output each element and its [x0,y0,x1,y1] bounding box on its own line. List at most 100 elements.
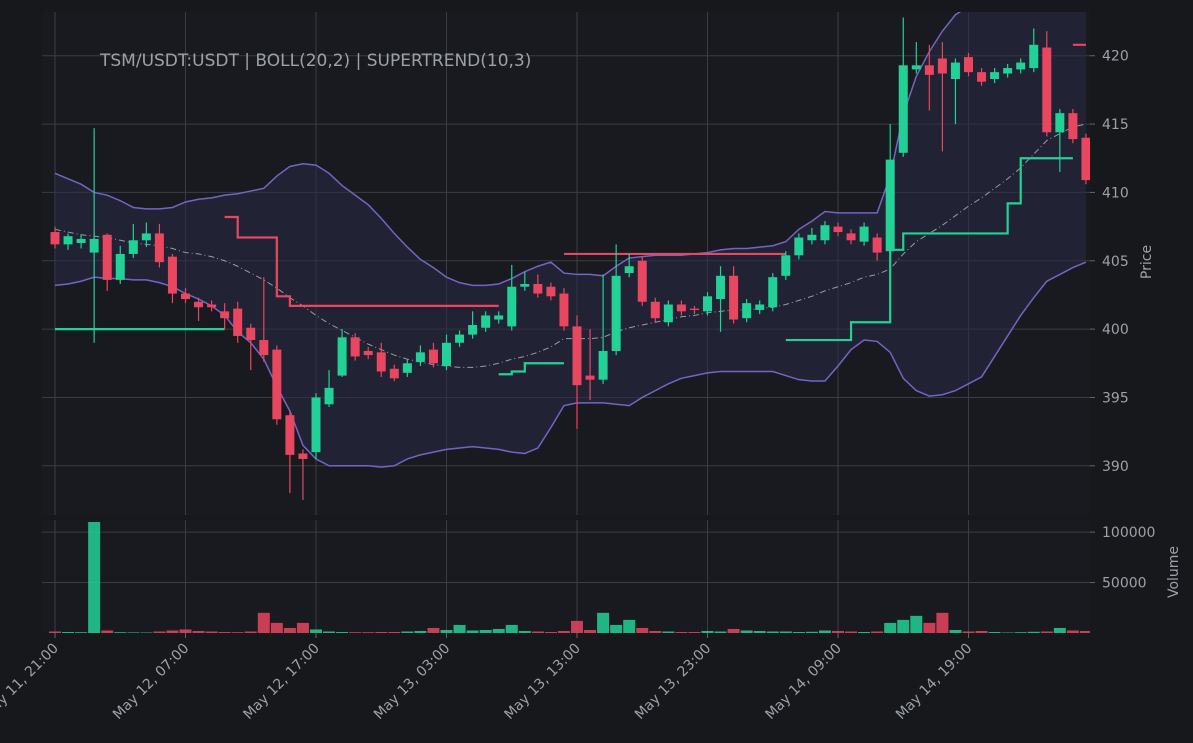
candle-body [507,286,517,327]
candle-body [964,57,973,73]
x-tick-label: May 13, 23:00 [632,641,714,723]
volume-panel [42,520,1090,633]
volume-bar [753,630,766,633]
x-tick-label: May 12, 17:00 [240,641,322,723]
candle-body [885,159,895,252]
volume-bar [897,619,910,633]
candle-body [181,293,190,300]
candle-body [494,315,504,320]
candle-body [1068,113,1078,140]
candle-body [794,237,804,256]
candle-body [1081,137,1090,181]
volume-bar [584,629,597,633]
candle-body [259,340,269,356]
y-axis-label: Price [1139,245,1155,279]
candle-body [207,304,217,308]
volume-bar [649,630,662,633]
candle-body [546,286,556,297]
volume-bar [375,631,388,633]
candle-body [468,325,478,335]
volume-bar [701,630,714,633]
candle-body [76,238,86,243]
candle-body [755,304,765,310]
candle-body [481,315,491,328]
volume-bar [597,612,610,633]
volume-bar [962,631,975,633]
volume-tick-label: 100000 [1102,525,1155,541]
volume-bar [414,630,427,633]
volume-bar [792,631,805,633]
volume-bar [884,622,897,633]
y-tick-label: 405 [1102,254,1129,270]
volume-bar [427,627,440,633]
volume-bar [1053,627,1066,633]
candle-body [742,303,752,319]
volume-bar [975,630,988,633]
volume-bar [310,629,322,633]
volume-bar [505,624,518,633]
y-tick-label: 395 [1102,390,1129,406]
volume-bar [766,631,779,633]
volume-bar [231,632,244,633]
candle-body [585,375,595,380]
candle-body [533,284,543,294]
candle-body [663,304,673,323]
candle-body [1016,62,1026,70]
candle-body [846,233,856,241]
x-tick-label: May 11, 21:00 [0,641,62,723]
candle-body [141,233,151,241]
volume-bar [1066,630,1079,633]
candle-body [559,293,569,327]
volume-bar [440,629,453,633]
candle-body [363,350,373,356]
candle-body [689,308,699,310]
volume-bar [205,631,218,633]
candle-body [807,234,817,241]
candle-body [154,233,164,263]
x-tick-label: May 12, 07:00 [110,641,192,723]
candle-body [703,296,712,312]
volume-plot [49,522,1090,633]
candle-body [650,301,660,319]
volume-bar [1079,630,1090,633]
volume-bar [466,630,479,633]
volume-bar [49,631,61,633]
y-tick-label: 390 [1102,459,1129,475]
volume-bar [805,631,818,633]
bollinger-middle [54,123,1087,368]
volume-bar [871,631,884,633]
candle-body [898,65,908,153]
candle-body [859,226,869,242]
volume-bar [610,624,623,633]
candle-body [990,72,1000,79]
candle-body [428,349,438,364]
candle-body [455,334,465,343]
x-tick-label: May 14, 19:00 [893,641,975,723]
candle-body [50,232,60,245]
volume-bar [323,631,336,633]
volume-bar [714,631,727,633]
volume-bar [492,628,505,633]
volume-bar [779,631,792,633]
candle-body [415,352,425,362]
candle-body [233,308,243,336]
candle-body [937,58,947,74]
volume-bar [1001,632,1014,633]
candle-body [872,237,882,253]
volume-bar [923,622,936,633]
supertrend-up [55,157,1073,376]
candle-body [63,236,73,245]
x-tick-label: May 13, 03:00 [371,641,453,723]
y-tick-label: 410 [1102,185,1129,201]
volume-bar [114,632,127,633]
volume-bar [727,628,740,633]
candle-body [298,453,308,459]
x-tick-label: May 13, 13:00 [501,641,583,723]
volume-bar [153,631,166,633]
candle-body [128,240,138,254]
bollinger-band-fill [55,12,1086,468]
candle-body [272,349,282,420]
candle-body [611,275,621,351]
candle-body [311,397,321,453]
candle-body [924,65,934,75]
